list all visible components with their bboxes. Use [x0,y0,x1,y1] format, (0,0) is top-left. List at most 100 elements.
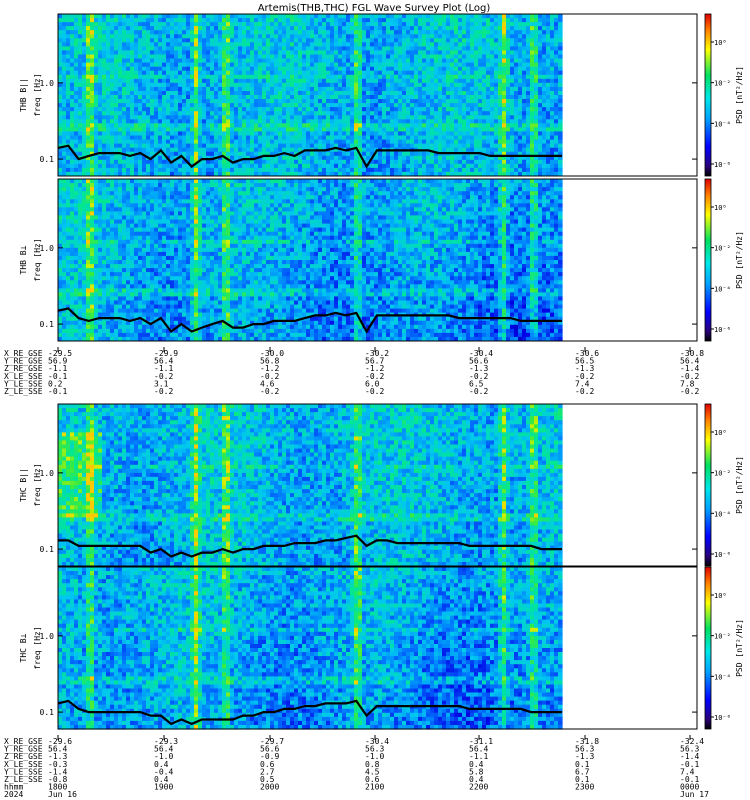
spectrogram-cell [394,168,399,173]
spectrogram-cell [174,55,179,60]
spectrogram-cell [382,75,387,80]
spectrogram-cell [526,55,531,60]
spectrogram-cell [518,63,523,68]
spectrogram-cell [462,95,467,100]
spectrogram-cell [306,63,311,68]
spectrogram-cell [178,127,183,132]
spectrogram-cell [158,18,163,23]
spectrogram-cell [274,63,279,68]
spectrogram-cell [334,131,339,136]
spectrogram-cell [262,30,267,35]
spectrogram-cell [346,160,351,165]
spectrogram-cell [478,164,483,169]
spectrogram-cell [526,119,531,124]
spectrogram-cell [342,168,347,173]
spectrogram-cell [350,30,355,35]
spectrogram-cell [378,50,383,55]
spectrogram-cell [306,71,311,76]
spectrogram-cell [266,14,271,19]
spectrogram-cell [62,152,67,157]
spectrogram-cell [146,46,151,51]
spectrogram-cell [442,50,447,55]
spectrogram-cell [206,46,211,51]
spectrogram-cell [98,156,103,161]
spectrogram-cell [250,38,255,43]
spectrogram-cell [162,115,167,120]
spectrogram-cell [110,26,115,31]
spectrogram-cell [450,127,455,132]
spectrogram-cell [170,164,175,169]
spectrogram-cell [70,119,75,124]
spectrogram-cell [106,50,111,55]
spectrogram-cell [138,91,143,96]
spectrogram-cell [178,119,183,124]
spectrogram-cell [342,107,347,112]
spectrogram-cell [206,123,211,128]
spectrogram-cell [542,160,547,165]
spectrogram-cell [150,91,155,96]
spectrogram-cell [278,71,283,76]
spectrogram-cell [502,71,507,76]
spectrogram-cell [110,34,115,39]
spectrogram-cell [442,14,447,19]
spectrogram-cell [242,131,247,136]
spectrogram-cell [554,67,559,72]
spectrogram-cell [342,22,347,27]
spectrogram-cell [274,136,279,141]
spectrogram-cell [290,14,295,19]
spectrogram-cell [274,115,279,120]
spectrogram-cell [478,127,483,132]
spectrogram-cell [266,99,271,104]
spectrogram-cell [474,42,479,47]
spectrogram-cell [74,38,79,43]
spectrogram-cell [330,111,335,116]
spectrogram-cell [98,95,103,100]
spectrogram-cell [510,131,515,136]
spectrogram-cell [270,123,275,128]
spectrogram-cell [114,95,119,100]
spectrogram-cell [154,87,159,92]
spectrogram-cell [254,111,259,116]
spectrogram-cell [530,83,535,88]
spectrogram-cell [514,107,519,112]
spectrogram-cell [110,42,115,47]
spectrogram-cell [146,148,151,153]
spectrogram-cell [150,46,155,51]
spectrogram-cell [362,59,367,64]
spectrogram-cell [454,59,459,64]
spectrogram-cell [190,103,195,108]
spectrogram-cell [498,103,503,108]
spectrogram-cell [74,136,79,141]
spectrogram-cell [406,164,411,169]
spectrogram-cell [478,18,483,23]
spectrogram-cell [334,152,339,157]
spectrogram-cell [446,95,451,100]
spectrogram-cell [390,123,395,128]
spectrogram-cell [474,26,479,31]
spectrogram-cell [66,22,71,27]
spectrogram-cell [174,63,179,68]
spectrogram-cell [330,38,335,43]
spectrogram-cell [66,71,71,76]
spectrogram-cell [554,91,559,96]
spectrogram-cell [278,34,283,39]
spectrogram-cell [318,168,323,173]
spectrogram-cell [222,67,227,72]
spectrogram-cell [118,59,123,64]
spectrogram-cell [294,107,299,112]
spectrogram-cell [482,95,487,100]
spectrogram-cell [94,34,99,39]
spectrogram-cell [122,95,127,100]
spectrogram-cell [322,156,327,161]
spectrogram-cell [414,55,419,60]
spectrogram-cell [182,148,187,153]
spectrogram-cell [406,160,411,165]
spectrogram-cell [526,144,531,149]
spectrogram-cell [502,164,507,169]
spectrogram-cell [250,83,255,88]
spectrogram-cell [78,115,83,120]
spectrogram-cell [62,99,67,104]
spectrogram-cell [394,164,399,169]
spectrogram-cell [182,111,187,116]
spectrogram-cell [102,144,107,149]
